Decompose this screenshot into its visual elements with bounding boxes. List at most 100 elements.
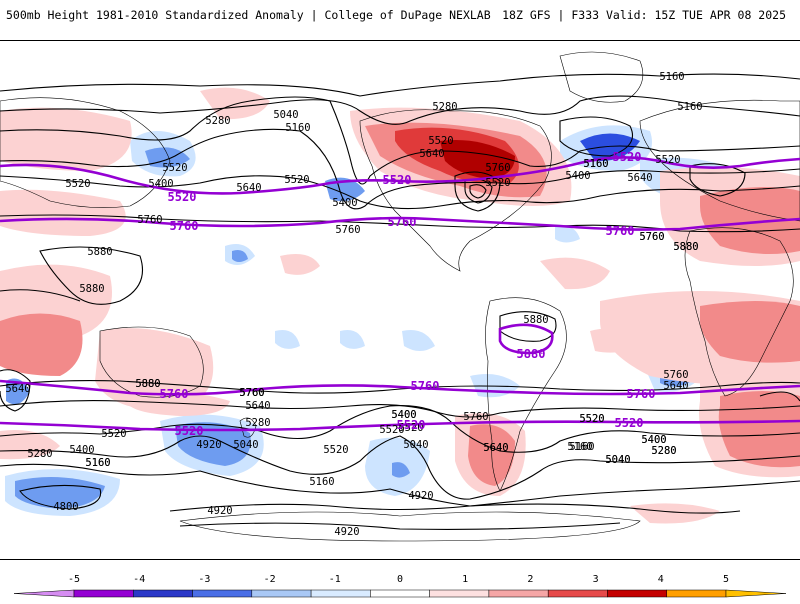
height-contour (0, 380, 800, 394)
colorbar-svg: -5 -4 -3 -2 -1 0 1 2 3 4 5 (13, 574, 787, 598)
map-area: 5160 5160 5280 5040 5160 5280 5520 5640 … (0, 40, 800, 560)
highlight-label: 5760 (170, 219, 199, 233)
contour-label: 5760 (639, 231, 664, 243)
contour-5520-north (0, 156, 800, 195)
colorbar-tick-label: 0 (397, 574, 403, 585)
contour-label: 5520 (579, 413, 604, 425)
contour-label: 5880 (673, 241, 698, 253)
contour-5520-south (0, 419, 800, 432)
height-contour (179, 522, 621, 530)
contour-label: 5400 (148, 178, 173, 190)
contour-label: 4920 (334, 526, 359, 538)
contour-label: 5160 (85, 457, 110, 469)
contour-label: 5640 (245, 400, 270, 412)
contour-label: 5040 (605, 454, 630, 466)
contour-5880-loop (498, 323, 554, 355)
highlight-label: 5760 (160, 387, 189, 401)
contour-5760-north (0, 216, 800, 231)
map-title: 500mb Height 1981-2010 Standardized Anom… (6, 8, 491, 22)
contour-label: 5520 (101, 428, 126, 440)
contour-label: 5280 (205, 115, 230, 127)
contour-label: 5760 (239, 387, 264, 399)
coastline-south-america (485, 297, 567, 492)
height-contour (0, 96, 800, 185)
contour-label: 5880 (87, 246, 112, 258)
contour-label: 5520 (162, 162, 187, 174)
contour-label: 5400 (391, 409, 416, 421)
highlight-label: 5760 (627, 387, 656, 401)
contour-label: 5760 (463, 411, 488, 423)
colorbar-tick-label: -1 (329, 574, 341, 585)
height-contour (559, 116, 634, 157)
contour-label: 5160 (309, 476, 334, 488)
contour-label: 5760 (663, 369, 688, 381)
height-contour (169, 503, 741, 514)
anomaly-positive-region (700, 187, 800, 255)
colorbar-tick-label: -4 (133, 574, 145, 585)
contour-label: 5160 (85, 457, 110, 469)
contour-label: 4920 (207, 505, 232, 517)
coastline-antarctica (179, 511, 641, 542)
anomaly-positive-region (540, 257, 610, 290)
highlight-label: 5520 (613, 150, 642, 164)
colorbar-tick-label: -3 (198, 574, 210, 585)
height-contour (469, 184, 487, 199)
highlight-label: 5520 (615, 416, 644, 430)
contour-label: 5760 (239, 387, 264, 399)
colorbar-segment (73, 589, 134, 598)
colorbar-tick-label: 4 (658, 574, 664, 585)
contour-label: 5280 (651, 445, 676, 457)
highlight-label: 5880 (517, 347, 546, 361)
colorbar-segment (251, 589, 312, 598)
anomaly-negative-region (402, 330, 435, 351)
anomaly-negative-region (232, 250, 248, 262)
contour-label: 5160 (567, 441, 592, 453)
height-contour (0, 435, 800, 500)
contour-label: 5040 (233, 439, 258, 451)
contour-label: 5280 (245, 417, 270, 429)
model-run-info: 18Z GFS | F333 Valid: 15Z TUE APR 08 202… (502, 8, 786, 22)
height-contour (759, 391, 800, 402)
contour-label: 5520 (428, 135, 453, 147)
anomaly-positive-region (590, 328, 640, 353)
colorbar: -5 -4 -3 -2 -1 0 1 2 3 4 5 (0, 566, 800, 600)
contour-label: 5160 (569, 441, 594, 453)
contour-label: 5520 (579, 413, 604, 425)
colorbar-tick-label: 3 (593, 574, 599, 585)
highlight-label: 5520 (397, 418, 426, 432)
anomaly-negative-region (580, 133, 640, 162)
coastline-new-zealand (239, 417, 257, 438)
anomaly-positive-region (0, 107, 132, 171)
anomaly-negative-region (340, 330, 365, 349)
contour-labels: 5160 5160 5280 5040 5160 5280 5520 5640 … (5, 71, 702, 538)
colorbar-arrow-right (725, 589, 787, 598)
contour-label: 5400 (641, 434, 666, 446)
colorbar-segment (547, 589, 608, 598)
contour-label: 5520 (323, 444, 348, 456)
height-contour (0, 463, 800, 507)
colorbar-segments (13, 589, 787, 598)
contour-label: 5760 (639, 231, 664, 243)
contour-label: 5640 (5, 383, 30, 395)
contour-label: 5640 (419, 148, 444, 160)
contour-label: 5160 (285, 122, 310, 134)
contour-label: 4800 (53, 501, 78, 513)
anomaly-negative-region (555, 225, 580, 243)
anomaly-negative-region (175, 422, 251, 466)
contour-label: 4920 (408, 490, 433, 502)
height-contour (689, 163, 746, 197)
highlight-label: 5520 (168, 190, 197, 204)
contour-label: 5520 (398, 422, 423, 434)
coastline-africa (684, 227, 794, 397)
anomaly-negative-region (392, 462, 410, 478)
contour-label: 5160 (583, 158, 608, 170)
colorbar-segment (310, 589, 371, 598)
contour-label: 5640 (236, 182, 261, 194)
contour-label: 5520 (379, 424, 404, 436)
contour-label: 5520 (65, 178, 90, 190)
colorbar-tick-label: -5 (68, 574, 80, 585)
coastline-asia-west (0, 97, 171, 208)
contour-label: 5760 (239, 387, 264, 399)
highlight-contours (0, 156, 800, 432)
anomaly-positive-region (0, 313, 83, 376)
